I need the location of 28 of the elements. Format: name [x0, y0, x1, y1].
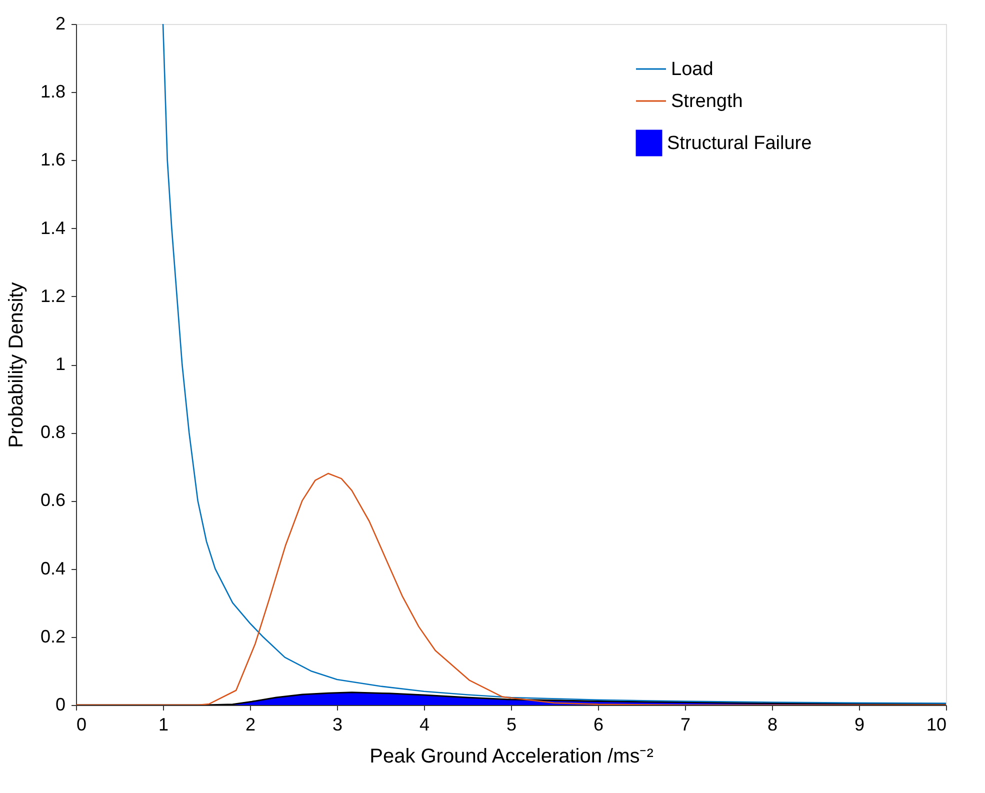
- x-tick-label: 8: [767, 714, 778, 734]
- y-tick-label: 1.4: [40, 218, 66, 238]
- line-series: [162, 24, 946, 704]
- y-tick-label: 0.8: [40, 422, 66, 442]
- legend-label: Load: [671, 59, 714, 80]
- x-tick-label: 2: [245, 714, 256, 734]
- legend-label: Strength: [671, 91, 743, 112]
- x-tick-label: 5: [506, 714, 517, 734]
- x-tick-label: 9: [854, 714, 865, 734]
- y-axis-title: Probability Density: [5, 282, 28, 448]
- x-tick-label: 4: [419, 714, 430, 734]
- x-tick-label: 3: [332, 714, 343, 734]
- y-tick-label: 0.2: [40, 626, 66, 646]
- y-tick-label: 2: [55, 14, 66, 34]
- x-axis-title: Peak Ground Acceleration /ms⁻²: [370, 746, 654, 768]
- x-tick-label: 1: [158, 714, 169, 734]
- y-tick-label: 0: [55, 694, 66, 714]
- x-tick-label: 0: [76, 714, 87, 734]
- y-tick-label: 0.4: [40, 558, 66, 578]
- x-tick-label: 10: [926, 714, 946, 734]
- x-tick-label: 6: [593, 714, 604, 734]
- y-tick-label: 1.6: [40, 150, 66, 170]
- legend-label: Structural Failure: [667, 133, 812, 154]
- y-tick-label: 1: [55, 354, 66, 374]
- y-tick-label: 0.6: [40, 490, 66, 510]
- x-tick-label: 7: [680, 714, 691, 734]
- y-tick-label: 1.2: [40, 286, 66, 306]
- y-tick-label: 1.8: [40, 82, 66, 102]
